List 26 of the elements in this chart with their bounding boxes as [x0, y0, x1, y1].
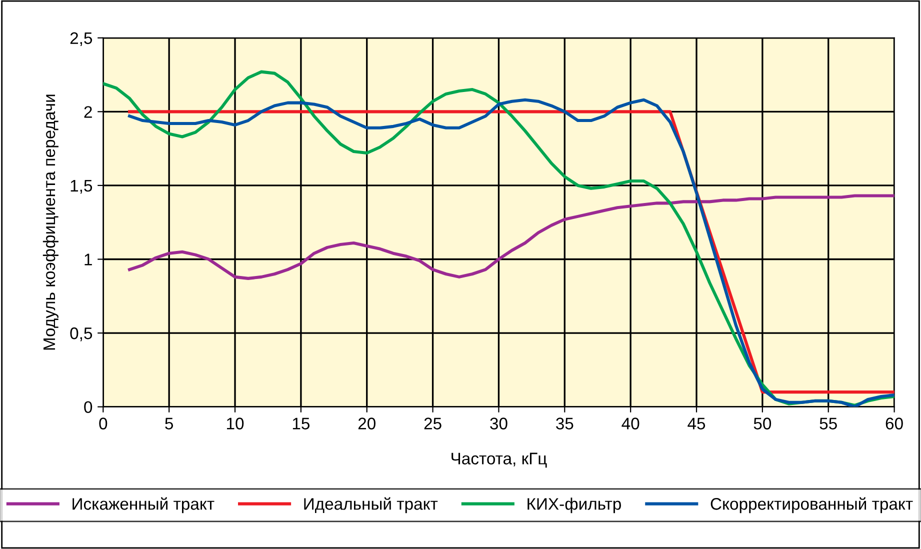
legend-label: Идеальный тракт: [304, 497, 438, 514]
x-tick-label: 55: [820, 418, 837, 430]
x-tick-label: 30: [490, 418, 508, 430]
x-tick-label: 20: [358, 418, 376, 430]
y-tick-label: 1: [84, 254, 92, 266]
x-axis-title: Частота, кГц: [452, 452, 547, 468]
x-tick-label: 50: [754, 418, 772, 430]
x-tick-label: 40: [622, 418, 640, 430]
x-tick-label: 60: [886, 418, 903, 430]
y-tick-label: 2,5: [70, 32, 92, 46]
y-tick-label: 0,5: [70, 327, 92, 342]
x-tick-label: 45: [688, 418, 706, 430]
x-tick-label: 5: [165, 418, 174, 430]
y-tick-label: 2: [84, 106, 92, 118]
line-series: [128, 194, 894, 280]
x-tick-label: 15: [292, 418, 310, 430]
legend-label: Искаженный тракт: [72, 497, 214, 514]
y-tick-label: 1,5: [70, 180, 92, 194]
y-axis-title: Модуль коэффициента передачи: [42, 94, 58, 350]
x-tick-label: 35: [556, 418, 574, 430]
x-tick-label: 25: [424, 418, 442, 430]
x-tick-label: 10: [227, 418, 244, 430]
legend-label: Скорректированный тракт: [710, 497, 913, 514]
y-tick-label: 0: [84, 401, 92, 414]
x-tick-label: 0: [99, 418, 108, 430]
legend-label: КИХ-фильтр: [528, 498, 621, 514]
